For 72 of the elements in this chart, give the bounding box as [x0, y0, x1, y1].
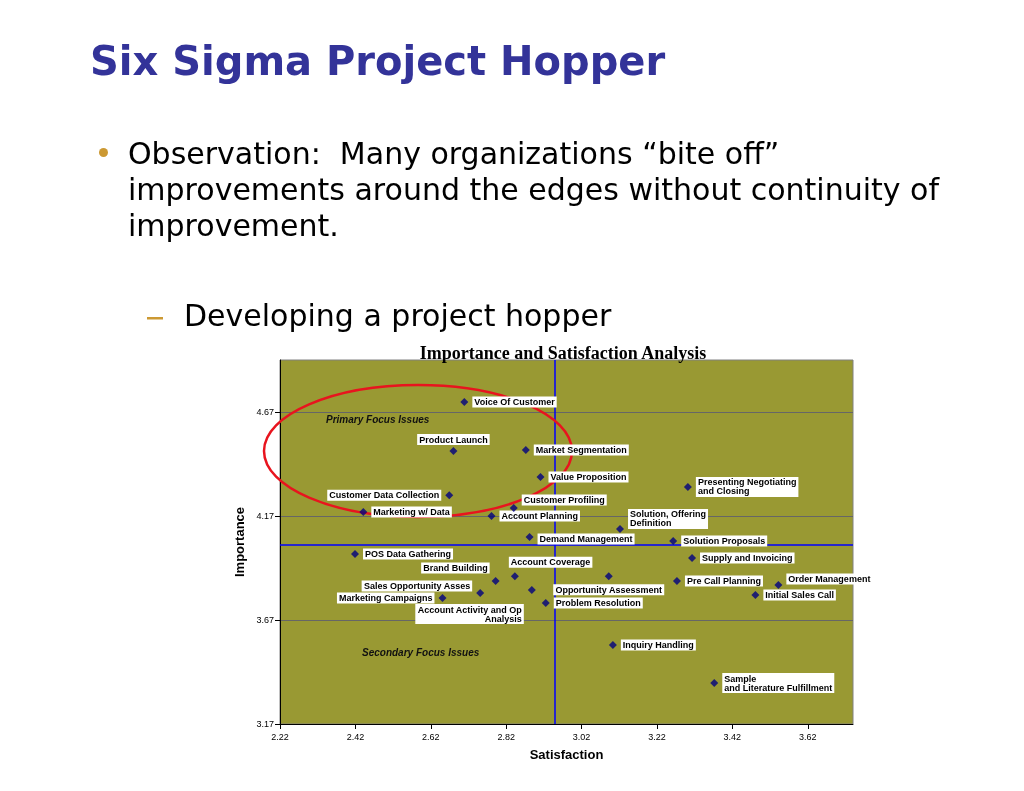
x-tick-label: 2.42 — [346, 731, 365, 742]
x-axis-title: Satisfaction — [529, 747, 604, 762]
x-tick-label: 2.82 — [497, 731, 515, 742]
x-tick-label: 2.62 — [422, 731, 440, 742]
point — [672, 577, 681, 586]
point — [351, 550, 360, 559]
point — [359, 508, 368, 517]
annotation: Product Launch — [419, 434, 488, 445]
point — [509, 504, 518, 513]
annotation: POS Data Gathering — [365, 549, 452, 560]
chart-title: Six Sigma Project Hopper — [90, 38, 666, 84]
annotation: Solution, Offering Definition — [630, 509, 707, 529]
point — [604, 572, 613, 581]
point — [525, 533, 534, 542]
point — [521, 446, 530, 455]
point — [491, 577, 500, 586]
y-tick-label: 3.67 — [256, 615, 274, 625]
annotation: Inquiry Handling — [622, 639, 694, 650]
annotation: Presenting Negotiating and Closing — [697, 477, 797, 497]
point — [510, 572, 519, 581]
chart-subtitle: Importance and Satisfaction Analysis — [419, 343, 707, 363]
point — [683, 482, 692, 491]
annotation: Value Proposition — [550, 472, 627, 483]
point — [449, 447, 458, 456]
annotation: Problem Resolution — [555, 597, 641, 608]
point — [541, 598, 550, 607]
annotation: Account Coverage — [510, 557, 591, 568]
annotation: Account Activity and Op Analysis — [417, 604, 523, 624]
annotation: Primary Focus Issues — [326, 413, 430, 425]
annotation: Pre Call Planning — [686, 576, 761, 587]
y-tick-label: 4.67 — [256, 407, 274, 417]
x-tick-label: 3.02 — [572, 731, 591, 742]
point — [527, 586, 536, 595]
annotation: Account Planning — [501, 511, 578, 521]
annotation: Sales Opportunity Asses — [363, 580, 471, 591]
annotation: Voice Of Customer — [474, 397, 556, 408]
x-tick-label: 2.22 — [271, 731, 289, 742]
y-tick-label: 4.17 — [256, 511, 274, 521]
point — [669, 536, 678, 545]
point — [438, 593, 447, 602]
x-tick-label: 3.22 — [648, 731, 666, 742]
point — [476, 588, 485, 597]
point — [460, 398, 469, 407]
annotation: Sample and Literature Fulfillment — [724, 673, 833, 693]
point — [608, 640, 617, 649]
annotation: Supply and Invoicing — [702, 553, 793, 564]
point — [751, 591, 760, 600]
text: Developing a project hopper — [184, 298, 612, 334]
y-axis-title: Importance — [231, 506, 247, 578]
annotation: Initial Sales Call — [765, 590, 834, 601]
annotation: Market Segmentation — [535, 445, 627, 456]
point — [710, 679, 719, 688]
annotation: Marketing Campaigns — [338, 592, 433, 603]
point — [774, 581, 783, 590]
annotation: Opportunity Assessment — [555, 584, 663, 595]
annotation: Marketing w/ Data — [373, 507, 451, 518]
annotation: Demand Management — [539, 534, 633, 545]
point — [445, 491, 454, 500]
text: Observation: Many organizations “bite off” improvements around the edges without continuity of improvement. — [128, 136, 941, 244]
point — [616, 524, 625, 533]
annotation: Order Management — [788, 574, 871, 585]
annotation: Solution Proposals — [683, 535, 766, 546]
y-tick-label: 3.17 — [256, 719, 274, 729]
annotation: Customer Profiling — [523, 495, 605, 506]
x-tick-label: 3.62 — [799, 731, 817, 742]
point — [688, 554, 697, 563]
annotation: Brand Building — [423, 563, 488, 574]
annotation: Customer Data Collection — [329, 490, 440, 501]
point — [536, 473, 545, 482]
x-tick-label: 3.42 — [723, 731, 742, 742]
point — [487, 512, 496, 520]
annotation: Secondary Focus Issues — [362, 646, 480, 658]
